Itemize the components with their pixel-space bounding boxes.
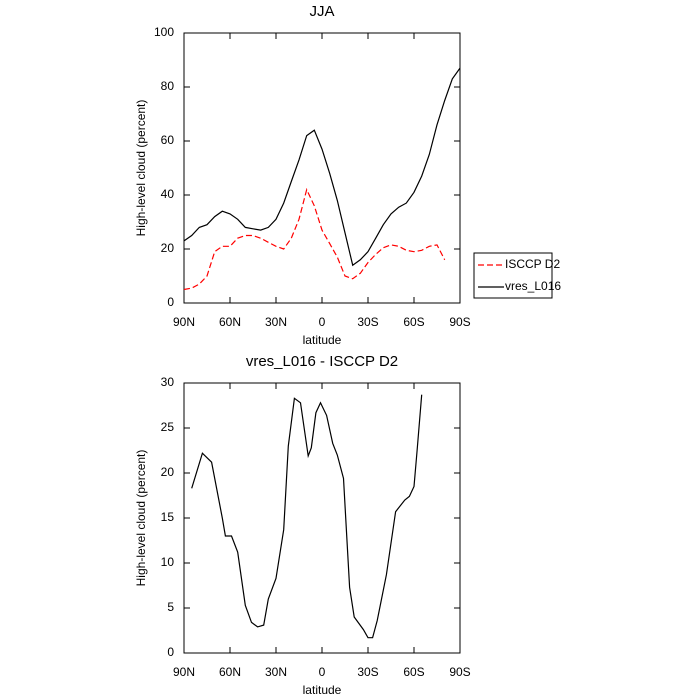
plot-frame [183, 32, 461, 304]
y-tick-label: 5 [167, 600, 174, 614]
data-line [191, 394, 423, 639]
chart-title: JJA [309, 3, 334, 20]
y-tick-label: 20 [161, 241, 175, 255]
x-tick-label: 60N [219, 315, 241, 329]
y-tick-label: 0 [167, 645, 174, 659]
x-tick-label: 30S [357, 315, 378, 329]
x-tick-label: 90S [449, 315, 470, 329]
x-tick-label: 60S [403, 665, 424, 679]
x-tick-label: 90S [449, 665, 470, 679]
x-tick-label: 30S [357, 665, 378, 679]
x-axis-label: latitude [303, 683, 342, 697]
x-tick-label: 0 [319, 315, 326, 329]
x-tick-label: 90N [173, 315, 195, 329]
x-tick-label: 90N [173, 665, 195, 679]
x-tick-label: 60S [403, 315, 424, 329]
x-tick-label: 30N [265, 315, 287, 329]
data-line [183, 67, 461, 267]
data-line [183, 187, 446, 291]
legend-box [473, 252, 553, 299]
legend-label: vres_L016 [505, 279, 561, 293]
y-tick-label: 25 [161, 420, 175, 434]
y-tick-label: 80 [161, 79, 175, 93]
legend-label: ISCCP D2 [505, 257, 560, 271]
y-tick-label: 0 [167, 295, 174, 309]
y-tick-label: 30 [161, 375, 175, 389]
y-axis-label: High-level cloud (percent) [134, 450, 148, 587]
x-tick-label: 60N [219, 665, 241, 679]
plot-frame [183, 382, 461, 654]
x-tick-label: 30N [265, 665, 287, 679]
x-tick-label: 0 [319, 665, 326, 679]
y-tick-label: 20 [161, 465, 175, 479]
y-tick-label: 10 [161, 555, 175, 569]
y-tick-label: 15 [161, 510, 175, 524]
y-tick-label: 60 [161, 133, 175, 147]
y-tick-label: 40 [161, 187, 175, 201]
x-axis-label: latitude [303, 333, 342, 347]
chart-title: vres_L016 - ISCCP D2 [246, 353, 398, 370]
y-axis-label: High-level cloud (percent) [134, 100, 148, 237]
y-tick-label: 100 [154, 25, 174, 39]
